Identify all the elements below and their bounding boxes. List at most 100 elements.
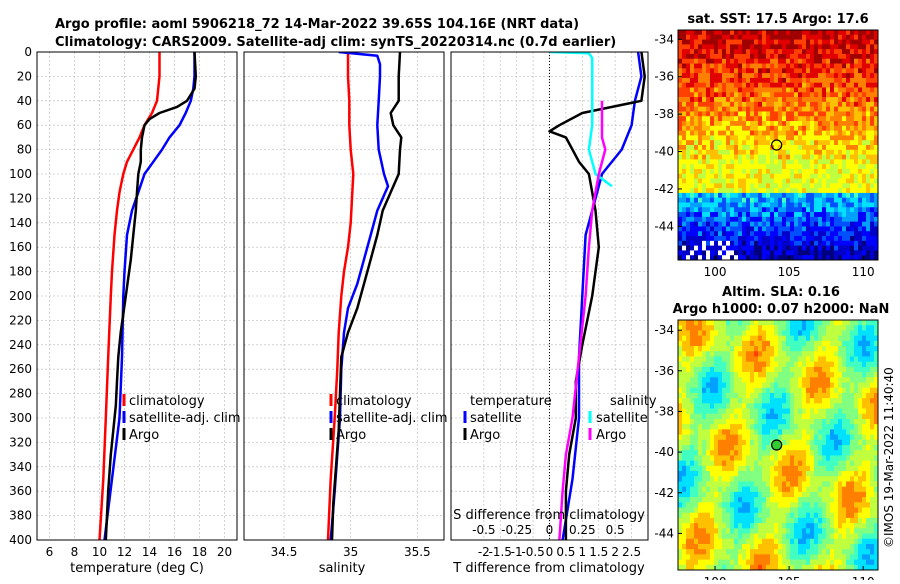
map-cell (702, 198, 706, 203)
map-cell (770, 336, 774, 342)
map-cell (870, 560, 874, 566)
map-cell (742, 246, 746, 251)
map-cell (846, 159, 850, 164)
map-cell (810, 150, 814, 155)
map-cell (782, 226, 786, 231)
map-cell (778, 159, 782, 164)
map-cell (710, 367, 714, 373)
map-cell (822, 455, 826, 461)
map-cell (778, 222, 782, 227)
map-cell (718, 471, 722, 477)
map-cell (794, 455, 798, 461)
map-cell (774, 49, 778, 54)
y-tick-label: 260 (9, 362, 32, 376)
map-cell (822, 49, 826, 54)
map-cell (750, 429, 754, 435)
map-cell (686, 226, 690, 231)
map-cell (790, 377, 794, 383)
map-cell (806, 30, 810, 35)
map-cell (686, 116, 690, 121)
map-cell (806, 97, 810, 102)
map-cell (818, 107, 822, 112)
map-cell (822, 435, 826, 441)
map-cell (694, 471, 698, 477)
map-cell (826, 231, 830, 236)
map-cell (822, 424, 826, 430)
map-cell (714, 59, 718, 64)
map-cell (750, 116, 754, 121)
map-cell (730, 116, 734, 121)
map-cell (718, 131, 722, 136)
map-cell (738, 466, 742, 472)
map-cell (770, 150, 774, 155)
map-cell (850, 377, 854, 383)
map-cell (750, 523, 754, 529)
map-cell (682, 508, 686, 514)
map-cell (786, 497, 790, 503)
map-cell (710, 372, 714, 378)
map-cell (678, 78, 682, 83)
map-cell (870, 111, 874, 116)
map-cell (826, 174, 830, 179)
map-cell (798, 377, 802, 383)
map-cell (826, 54, 830, 59)
map-cell (842, 325, 846, 331)
map-cell (830, 145, 834, 150)
map-cell (766, 502, 770, 508)
map-cell (758, 435, 762, 441)
map-cell (838, 140, 842, 145)
map-cell (870, 107, 874, 112)
map-cell (858, 111, 862, 116)
map-cell (814, 111, 818, 116)
map-cell (702, 393, 706, 399)
map-cell (682, 351, 686, 357)
map-cell (762, 107, 766, 112)
map-cell (766, 455, 770, 461)
map-cell (798, 222, 802, 227)
map-cell (854, 403, 858, 409)
map-cell (814, 336, 818, 342)
map-cell (758, 88, 762, 93)
map-cell (798, 554, 802, 560)
map-cell (742, 497, 746, 503)
map-cell (742, 35, 746, 40)
map-cell (682, 198, 686, 203)
map-cell (770, 73, 774, 78)
map-cell (838, 54, 842, 59)
map-cell (758, 145, 762, 150)
map-cell (842, 212, 846, 217)
map-cell (802, 419, 806, 425)
map-cell (682, 92, 686, 97)
map-cell (790, 121, 794, 126)
map-cell (762, 325, 766, 331)
map-cell (798, 388, 802, 394)
map-cell (714, 140, 718, 145)
map-cell (690, 183, 694, 188)
map-cell (734, 64, 738, 69)
map-cell (818, 188, 822, 193)
map-cell (750, 107, 754, 112)
map-cell (690, 155, 694, 160)
map-cell (854, 92, 858, 97)
map-cell (838, 320, 842, 326)
map-cell (682, 97, 686, 102)
map-cell (710, 461, 714, 467)
map-cell (834, 539, 838, 545)
map-cell (838, 226, 842, 231)
map-cell (810, 68, 814, 73)
map-cell (766, 250, 770, 255)
map-cell (802, 502, 806, 508)
y-tick-label: 180 (9, 265, 32, 279)
map-cell (758, 121, 762, 126)
map-cell (726, 320, 730, 326)
map-cell (810, 64, 814, 69)
map-cell (870, 388, 874, 394)
map-cell (770, 466, 774, 472)
map-cell (730, 466, 734, 472)
map-cell (686, 523, 690, 529)
map-cell (702, 107, 706, 112)
map-cell (718, 231, 722, 236)
map-cell (782, 523, 786, 529)
map-cell (838, 78, 842, 83)
map-cell (830, 445, 834, 451)
